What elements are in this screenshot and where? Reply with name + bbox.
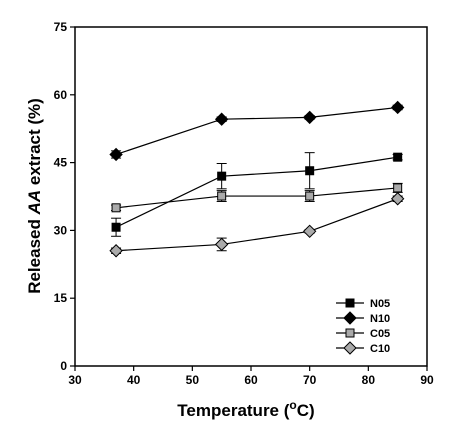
data-point-n05 <box>111 222 121 232</box>
y-tick-label: 0 <box>60 359 67 373</box>
y-tick-label: 75 <box>54 20 68 34</box>
y-tick-label: 45 <box>54 156 68 170</box>
x-tick-label: 30 <box>68 373 82 387</box>
legend-marker-n05 <box>345 298 355 308</box>
data-point-c05 <box>217 191 227 201</box>
legend-marker-n10 <box>343 311 357 325</box>
data-point-n10 <box>302 110 317 125</box>
data-point-c10 <box>109 244 123 258</box>
tick-group: 30 40 50 60 70 80 90 0 15 30 45 60 75 <box>54 20 434 387</box>
x-tick-label: 50 <box>186 373 200 387</box>
data-point-n10 <box>214 112 229 126</box>
x-tick-label: 90 <box>420 373 434 387</box>
data-point-c05 <box>111 203 121 213</box>
x-tick-label: 70 <box>303 373 317 387</box>
series-lines <box>115 106 398 252</box>
x-axis-title: Temperature (oC) <box>177 398 314 420</box>
data-point-c10 <box>214 237 229 252</box>
x-tick-label: 60 <box>244 373 258 387</box>
legend-marker-c05 <box>345 328 355 338</box>
legend-label-c05: C05 <box>370 328 390 340</box>
legend-marker-c10 <box>343 341 357 355</box>
data-point-c10 <box>302 224 317 239</box>
legend: N05 N10 C05 C10 <box>336 298 390 355</box>
y-tick-label: 60 <box>54 88 68 102</box>
data-point-n05 <box>217 171 227 181</box>
y-tick-label: 30 <box>54 223 68 237</box>
legend-label-n10: N10 <box>370 313 390 325</box>
series-line-c05 <box>116 187 398 209</box>
series-line-c10 <box>116 198 398 252</box>
data-point-n10 <box>109 147 123 162</box>
data-point-c10 <box>390 192 405 206</box>
y-axis-title: Released AA extract (%) <box>25 98 44 294</box>
data-point-c05 <box>393 183 403 193</box>
data-markers <box>109 100 405 258</box>
y-tick-label: 15 <box>54 291 68 305</box>
legend-label-c10: C10 <box>370 343 390 355</box>
x-tick-label: 80 <box>362 373 376 387</box>
error-bars <box>111 104 403 254</box>
legend-label-n05: N05 <box>370 298 390 310</box>
data-point-n05 <box>305 166 315 176</box>
series-line-n10 <box>115 106 398 156</box>
data-point-n05 <box>393 152 403 162</box>
data-point-n10 <box>390 100 405 115</box>
data-point-c05 <box>305 191 315 201</box>
x-tick-label: 40 <box>127 373 141 387</box>
